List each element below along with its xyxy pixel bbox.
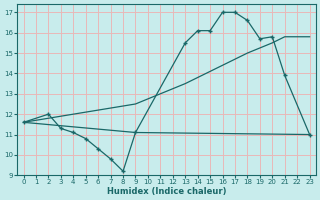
X-axis label: Humidex (Indice chaleur): Humidex (Indice chaleur) [107, 187, 226, 196]
